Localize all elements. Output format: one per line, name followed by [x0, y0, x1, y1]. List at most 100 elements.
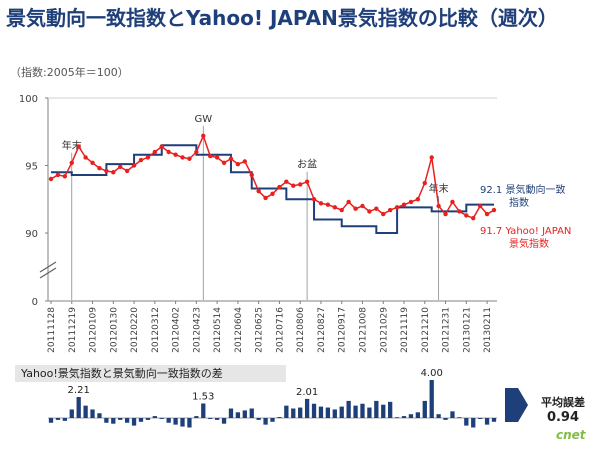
cnet-logo: cnet: [556, 428, 586, 442]
y-tick-label: 90: [25, 229, 38, 240]
diff-bar: [256, 418, 261, 420]
diff-bar: [242, 410, 247, 418]
diff-bar: [76, 397, 81, 418]
diff-bar: [111, 418, 116, 424]
yahoo-point: [484, 211, 490, 217]
diff-value-label: 1.53: [192, 391, 214, 402]
x-tick-label: 20111219: [68, 307, 78, 353]
yahoo-point: [304, 179, 310, 184]
diff-bar: [138, 418, 144, 422]
diff-value-label: 2.21: [68, 385, 90, 396]
yahoo-point: [291, 183, 296, 188]
event-label: GW: [194, 114, 212, 125]
diff-bar: [48, 418, 54, 423]
page-title: 景気動向一致指数とYahoo! JAPAN景気指数の比較（週次）: [6, 6, 558, 30]
chart-subtitle: （指数:2005年＝100）: [10, 66, 129, 79]
diff-bar: [464, 418, 469, 426]
diff-bar: [367, 407, 372, 418]
diff-bar: [208, 418, 213, 419]
yahoo-point: [104, 168, 109, 174]
diff-bar: [318, 406, 324, 418]
yahoo-point: [152, 149, 158, 155]
yahoo-point: [48, 176, 54, 182]
yahoo-point: [76, 144, 81, 149]
yahoo-point: [436, 203, 441, 209]
yahoo-point: [457, 209, 462, 214]
yahoo-point: [111, 170, 116, 175]
yahoo-point: [159, 144, 164, 149]
series-line-keiki-doko: [51, 144, 494, 234]
diff-bar: [214, 418, 220, 420]
diff-bar: [478, 418, 483, 419]
diff-bar: [173, 418, 178, 425]
diff-bar: [187, 418, 192, 428]
diff-bar: [436, 414, 441, 418]
diff-bar: [221, 418, 227, 424]
x-tick-label: 20121029: [379, 307, 389, 353]
yahoo-point: [332, 205, 337, 210]
diff-bar: [450, 411, 455, 418]
yahoo-point: [97, 166, 102, 171]
yahoo-point: [138, 157, 144, 163]
diff-bar: [484, 418, 490, 425]
yahoo-point: [145, 155, 151, 160]
diff-bar: [194, 416, 199, 418]
diff-bar: [291, 408, 296, 418]
yahoo-point: [131, 163, 137, 168]
yahoo-point: [270, 191, 275, 197]
average-error-value: 0.94: [546, 410, 580, 425]
yahoo-point: [214, 155, 220, 160]
yahoo-point: [118, 164, 123, 170]
diff-bar: [339, 406, 344, 418]
yahoo-point: [394, 205, 400, 210]
diff-bar: [374, 400, 379, 418]
x-tick-label: 20120402: [172, 307, 182, 353]
axis-break-mark: [39, 261, 57, 273]
diff-bar: [311, 403, 317, 418]
diff-bar: [422, 400, 427, 418]
yahoo-point: [374, 206, 379, 211]
yahoo-point: [263, 195, 268, 201]
yahoo-point: [242, 159, 248, 164]
diff-bar: [284, 405, 289, 418]
diff-bar: [270, 418, 275, 422]
event-label: 年末: [429, 182, 449, 195]
yahoo-point: [401, 202, 407, 207]
diff-chart-title: Yahoo!景気指数と景気動向一致指数の差: [15, 365, 286, 382]
yahoo-point: [180, 155, 185, 160]
yahoo-point: [62, 174, 68, 179]
yahoo-point: [311, 197, 317, 202]
x-tick-label: 20120220: [130, 307, 140, 353]
diff-bar: [263, 418, 268, 425]
diff-bar: [325, 407, 331, 418]
x-tick-label: 20120514: [213, 307, 223, 353]
x-tick-label: 20130121: [462, 307, 472, 353]
yahoo-point: [318, 201, 324, 206]
x-tick-label: 20120604: [234, 307, 244, 353]
yahoo-point: [90, 160, 95, 165]
diff-bar: [145, 418, 151, 420]
yahoo-point: [422, 180, 427, 186]
series-line-yahoo: [50, 133, 495, 220]
diff-bar: [249, 408, 254, 418]
yahoo-point: [83, 155, 88, 160]
x-tick-label: 20120312: [151, 307, 161, 353]
x-tick-label: 20120109: [89, 307, 99, 353]
diff-bar: [394, 417, 400, 418]
x-tick-label: 20120130: [109, 307, 119, 353]
diff-bar: [228, 408, 234, 418]
diff-bar: [166, 418, 171, 423]
diff-bar: [457, 417, 462, 418]
x-tick-label: 20121210: [421, 307, 431, 353]
yahoo-point: [464, 213, 469, 218]
yahoo-point: [408, 199, 414, 205]
yahoo-point: [471, 215, 476, 221]
diff-bar: [429, 380, 434, 418]
yahoo-point: [221, 160, 227, 165]
yahoo-point: [346, 199, 351, 205]
yahoo-point: [284, 179, 289, 184]
yahoo-point: [491, 207, 497, 213]
axis-break-mark: [39, 267, 57, 279]
yahoo-point: [429, 155, 434, 160]
